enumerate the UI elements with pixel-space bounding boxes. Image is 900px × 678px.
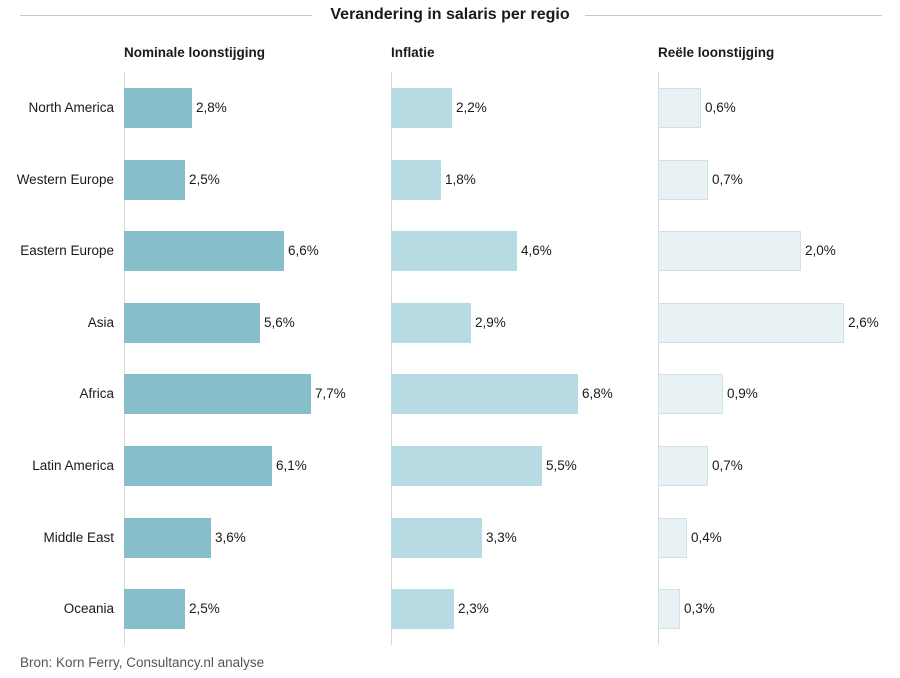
- bar: [124, 231, 284, 272]
- data-label: 5,6%: [264, 314, 295, 330]
- region-label: Oceania: [63, 601, 114, 617]
- title-rule-right: [585, 15, 882, 16]
- data-label: 2,3%: [458, 601, 489, 617]
- bar: [124, 446, 272, 486]
- region-label: Asia: [87, 314, 114, 330]
- bar: [658, 374, 723, 415]
- data-label: 2,6%: [848, 314, 879, 330]
- data-label: 1,8%: [445, 171, 476, 187]
- bar: [124, 302, 260, 343]
- bar: [658, 446, 708, 486]
- region-label: Africa: [79, 386, 114, 402]
- data-label: 7,7%: [315, 386, 346, 402]
- region-label: Middle East: [43, 529, 114, 545]
- bar: [658, 88, 701, 128]
- bar: [391, 374, 578, 415]
- panel-axis-line: [124, 72, 125, 645]
- data-label: 2,5%: [189, 601, 220, 617]
- bar: [391, 589, 454, 630]
- data-label: 5,5%: [546, 458, 577, 473]
- data-label: 0,6%: [705, 100, 736, 115]
- bar: [391, 231, 517, 272]
- bar: [124, 88, 192, 128]
- panel-axis-line: [658, 72, 659, 645]
- panel-title: Inflatie: [391, 45, 435, 60]
- data-label: 0,3%: [684, 601, 715, 617]
- bar: [658, 159, 708, 200]
- bar: [658, 231, 801, 272]
- data-label: 0,7%: [712, 458, 743, 473]
- title-rule-left: [20, 15, 312, 16]
- data-label: 3,3%: [486, 529, 517, 545]
- data-label: 0,9%: [727, 386, 758, 402]
- region-label: Eastern Europe: [20, 243, 114, 259]
- panel-title: Nominale loonstijging: [124, 45, 265, 60]
- region-label: North America: [28, 100, 114, 115]
- panel-axis-line: [391, 72, 392, 645]
- bar: [124, 374, 311, 415]
- region-label: Western Europe: [16, 171, 114, 187]
- bar: [658, 589, 680, 630]
- data-label: 2,8%: [196, 100, 227, 115]
- bar: [391, 517, 482, 558]
- source-note: Bron: Korn Ferry, Consultancy.nl analyse: [20, 655, 265, 670]
- chart-title-text: Verandering in salaris per regio: [322, 6, 578, 23]
- data-label: 2,2%: [456, 100, 487, 115]
- data-label: 4,6%: [521, 243, 552, 259]
- chart-title-bar: Verandering in salaris per regio: [0, 4, 900, 26]
- bar: [658, 302, 844, 343]
- data-label: 6,8%: [582, 386, 613, 402]
- bar: [658, 517, 687, 558]
- chart-title: Verandering in salaris per regio: [0, 4, 900, 26]
- bar: [124, 517, 211, 558]
- bar: [391, 302, 471, 343]
- data-label: 2,5%: [189, 171, 220, 187]
- data-label: 6,1%: [276, 458, 307, 473]
- bar: [391, 88, 452, 128]
- data-label: 3,6%: [215, 529, 246, 545]
- data-label: 0,4%: [691, 529, 722, 545]
- bar: [124, 159, 185, 200]
- data-label: 6,6%: [288, 243, 319, 259]
- data-label: 2,9%: [475, 314, 506, 330]
- region-label: Latin America: [32, 458, 114, 473]
- bar: [391, 446, 542, 486]
- bar: [391, 159, 441, 200]
- panel-title: Reële loonstijging: [658, 45, 775, 60]
- data-label: 0,7%: [712, 171, 743, 187]
- data-label: 2,0%: [805, 243, 836, 259]
- bar: [124, 589, 185, 630]
